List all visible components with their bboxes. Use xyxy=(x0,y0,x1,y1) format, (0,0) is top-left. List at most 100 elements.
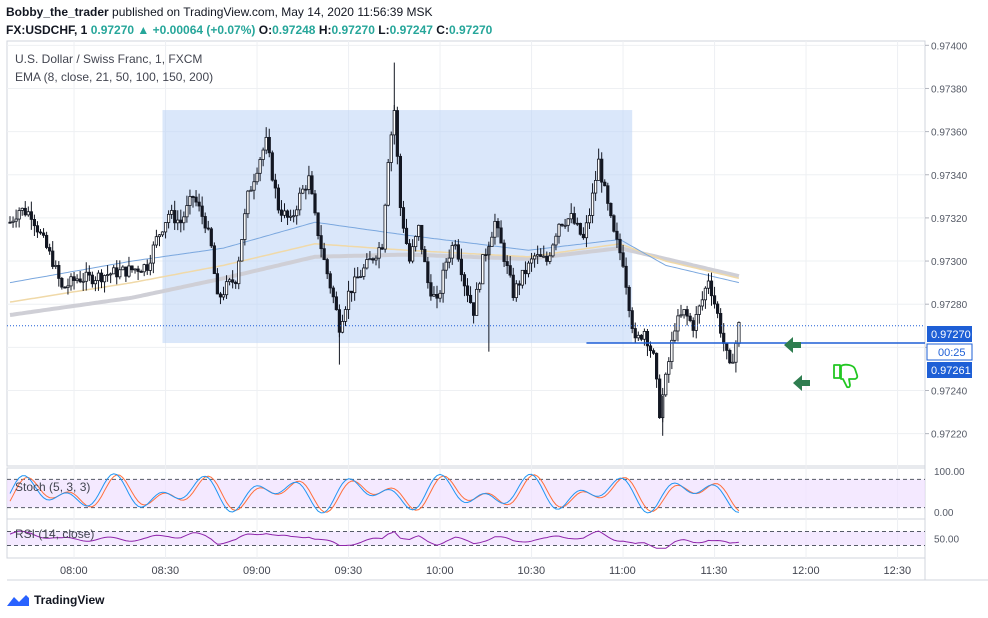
candle-body xyxy=(581,233,586,239)
candle-body xyxy=(633,328,637,339)
candle-body xyxy=(526,262,531,275)
candle-body xyxy=(447,257,451,263)
candle-body xyxy=(578,222,582,235)
candle-body xyxy=(130,265,134,271)
candle-body xyxy=(325,259,329,275)
candle-body xyxy=(331,287,335,298)
candle-body xyxy=(90,274,94,285)
left-arrow-icon[interactable] xyxy=(793,375,810,391)
stoch-tick-label: 100.00 xyxy=(934,467,965,478)
symbol-legend[interactable]: U.S. Dollar / Swiss Franc, 1, FXCM xyxy=(15,52,203,66)
candle-body xyxy=(106,274,110,276)
tradingview-brand[interactable]: TradingView xyxy=(6,593,104,607)
candle-body xyxy=(301,188,305,194)
candle-body xyxy=(221,294,226,298)
candle-body xyxy=(63,286,67,289)
candle-body xyxy=(685,309,689,317)
candle-body xyxy=(542,255,546,258)
candle-body xyxy=(26,211,30,216)
candle-body xyxy=(667,361,671,375)
candle-body xyxy=(316,212,320,237)
candle-body xyxy=(142,264,146,273)
candle-body xyxy=(545,255,549,262)
candle-body xyxy=(38,231,43,234)
candle-body xyxy=(340,321,345,333)
up-arrow-icon: ▲ xyxy=(137,23,150,37)
candle-body xyxy=(407,243,412,262)
candle-body xyxy=(343,309,348,322)
candle-body xyxy=(456,244,460,260)
thumbs-down-icon[interactable] xyxy=(833,363,859,389)
candle-body xyxy=(279,209,284,216)
candle-body xyxy=(60,278,64,288)
candle-body xyxy=(99,272,104,283)
left-arrow-icon[interactable] xyxy=(784,337,801,353)
candle-body xyxy=(203,216,207,229)
candle-body xyxy=(475,288,479,316)
candle-body xyxy=(417,224,421,237)
candle-body xyxy=(624,265,628,288)
price-tick-label: 0.97280 xyxy=(931,300,968,311)
countdown-label: 00:25 xyxy=(938,347,966,359)
candle-body xyxy=(587,215,592,224)
candle-body xyxy=(371,258,375,261)
candle-body xyxy=(45,234,49,248)
candle-body xyxy=(712,295,717,305)
ohlc-header: FX:USDCHF, 1 0.97270 ▲ +0.00064 (+0.07%)… xyxy=(6,23,492,37)
candle-body xyxy=(572,213,576,224)
price-tick-label: 0.97340 xyxy=(931,171,968,182)
level-price-tag xyxy=(927,362,972,378)
rsi-legend[interactable]: RSI (14, close) xyxy=(15,527,95,541)
candle-body xyxy=(170,210,174,215)
candle-body xyxy=(310,175,314,195)
candle-body xyxy=(584,222,589,239)
candle-body xyxy=(234,281,238,285)
candle-body xyxy=(630,310,634,329)
time-axis[interactable]: 08:00 08:30 09:00 09:30 10:00 10:30 11:00 11:30… xyxy=(60,565,911,577)
candle-body xyxy=(215,273,219,295)
ema-legend[interactable]: EMA (8, close, 21, 50, 100, 150, 200) xyxy=(15,70,214,84)
candle-body xyxy=(502,242,506,262)
candle-body xyxy=(563,224,567,227)
candle-body xyxy=(115,267,119,278)
brand-name: TradingView xyxy=(34,593,105,607)
candle-body xyxy=(252,181,256,191)
candle-body xyxy=(392,110,396,136)
candle-body xyxy=(471,302,476,316)
candle-body xyxy=(444,261,448,271)
candle-body xyxy=(529,258,534,264)
candle-body xyxy=(496,220,500,229)
arrow-shape xyxy=(793,375,810,391)
candle-body xyxy=(435,294,439,299)
open-label: O: xyxy=(258,23,273,37)
author-name[interactable]: Bobby_the_trader xyxy=(6,5,109,19)
candle-body xyxy=(212,245,216,275)
candle-body xyxy=(670,339,674,362)
candle-body xyxy=(93,280,97,285)
stoch-k-line xyxy=(9,473,740,514)
candle-body xyxy=(478,283,482,290)
candle-body xyxy=(700,299,704,307)
candle-body xyxy=(148,262,152,271)
candle-body xyxy=(517,283,521,286)
candle-body xyxy=(642,331,647,340)
candle-body xyxy=(328,273,332,289)
candle-body xyxy=(548,255,552,262)
stoch-legend[interactable]: Stoch (5, 3, 3) xyxy=(15,480,91,494)
candle-body xyxy=(618,238,622,254)
candle-body xyxy=(20,207,24,211)
candle-body xyxy=(499,227,503,244)
candle-body xyxy=(109,273,113,276)
time-tick-label: 11:30 xyxy=(701,565,728,577)
time-tick-label: 11:00 xyxy=(609,565,636,577)
last-price-tag xyxy=(927,326,972,342)
price-axis[interactable]: 0.97400 0.97380 0.97360 0.97340 0.97320 0.973… xyxy=(925,41,968,441)
candle-body xyxy=(136,268,140,272)
candle-body xyxy=(362,267,366,277)
candle-body xyxy=(426,261,430,284)
candle-body xyxy=(292,215,296,218)
rsi-tick-label: 50.00 xyxy=(934,535,959,546)
candle-body xyxy=(307,175,311,190)
candle-body xyxy=(533,255,537,260)
